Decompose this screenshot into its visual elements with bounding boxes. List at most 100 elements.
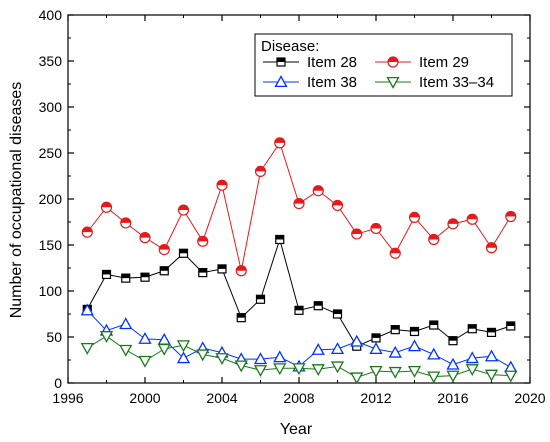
series-line-item-28 bbox=[86, 237, 511, 347]
data-point-item-33-34 bbox=[215, 353, 229, 365]
legend-marker bbox=[274, 75, 288, 88]
data-point-item-38 bbox=[369, 342, 383, 355]
data-point-item-33-34 bbox=[196, 349, 210, 362]
data-point-item-33-34 bbox=[330, 361, 345, 374]
data-point-item-33-34 bbox=[99, 331, 114, 343]
data-point-item-28 bbox=[159, 266, 169, 276]
data-point-item-38 bbox=[350, 334, 364, 347]
series-item-33-34 bbox=[80, 331, 518, 385]
legend-label: Item 28 bbox=[307, 54, 357, 71]
legend-entry-item-38: Item 38 bbox=[263, 74, 357, 91]
data-point-item-29 bbox=[428, 233, 440, 246]
data-point-item-29 bbox=[466, 213, 478, 225]
data-point-item-33-34 bbox=[407, 365, 422, 378]
data-point-item-33-34 bbox=[292, 363, 306, 376]
data-point-item-28 bbox=[486, 327, 497, 337]
data-point-item-28 bbox=[467, 324, 477, 334]
data-point-item-29 bbox=[447, 218, 459, 230]
data-point-item-33-34 bbox=[388, 366, 402, 379]
data-point-item-29 bbox=[293, 198, 305, 210]
data-point-item-29 bbox=[197, 235, 209, 247]
data-point-item-38 bbox=[484, 349, 499, 362]
data-point-item-38 bbox=[388, 345, 402, 358]
data-point-item-33-34 bbox=[138, 355, 152, 368]
legend-entry-item-28: Item 28 bbox=[263, 54, 357, 71]
legend-marker bbox=[387, 56, 399, 68]
data-point-item-28 bbox=[448, 336, 458, 346]
y-tick-label: 0 bbox=[54, 375, 62, 391]
data-point-item-29 bbox=[139, 232, 151, 244]
series-line-item-38 bbox=[86, 309, 511, 368]
legend-entry-item-29: Item 29 bbox=[375, 54, 469, 71]
series-item-29 bbox=[81, 137, 517, 277]
y-tick-label: 300 bbox=[39, 99, 63, 115]
data-point-item-28 bbox=[332, 309, 343, 319]
data-point-item-29 bbox=[312, 185, 324, 197]
y-tick-label: 400 bbox=[39, 7, 63, 23]
y-tick-label: 350 bbox=[39, 53, 63, 69]
data-point-item-29 bbox=[505, 210, 517, 223]
data-point-item-29 bbox=[120, 217, 132, 229]
data-point-item-33-34 bbox=[234, 360, 248, 373]
legend: Disease:Item 28 Item 29 Item 38 Item 33–34 bbox=[254, 33, 513, 97]
axes: 1996 2000 2004 2008 2012 2016 2020 0 50 100 150 200… bbox=[39, 7, 546, 406]
x-tick-label: 1996 bbox=[52, 390, 83, 406]
data-point-item-29 bbox=[254, 165, 267, 177]
data-point-item-38 bbox=[330, 342, 345, 355]
legend-marker bbox=[386, 76, 400, 89]
data-point-item-33-34 bbox=[176, 340, 191, 353]
data-point-item-28 bbox=[429, 320, 439, 330]
data-point-item-28 bbox=[140, 272, 150, 282]
legend-label: Item 33–34 bbox=[419, 74, 494, 91]
data-point-item-33-34 bbox=[369, 365, 383, 378]
data-point-item-28 bbox=[506, 321, 516, 331]
x-axis-title: Year bbox=[280, 421, 313, 438]
data-point-item-28 bbox=[198, 268, 208, 278]
data-point-item-28 bbox=[275, 234, 285, 245]
data-point-item-28 bbox=[371, 333, 381, 343]
data-point-item-33-34 bbox=[80, 342, 94, 355]
data-point-item-38 bbox=[273, 350, 287, 363]
y-tick-label: 150 bbox=[39, 237, 63, 253]
y-tick-label: 250 bbox=[39, 145, 63, 161]
data-point-item-28 bbox=[217, 264, 227, 274]
data-point-item-29 bbox=[158, 244, 170, 256]
data-point-item-29 bbox=[177, 204, 190, 216]
data-point-item-29 bbox=[235, 265, 247, 277]
x-tick-label: 2016 bbox=[437, 390, 468, 406]
data-point-item-29 bbox=[274, 137, 286, 149]
legend-label: Item 38 bbox=[307, 74, 357, 91]
data-point-item-38 bbox=[311, 343, 325, 355]
data-point-item-38 bbox=[253, 352, 268, 365]
data-point-item-29 bbox=[408, 211, 421, 223]
data-point-item-33-34 bbox=[253, 365, 268, 377]
data-point-item-38 bbox=[119, 317, 133, 330]
data-point-item-33-34 bbox=[465, 364, 479, 377]
legend-entry-item-33-34: Item 33–34 bbox=[375, 74, 494, 91]
legend-title: Disease: bbox=[261, 38, 319, 55]
data-point-item-38 bbox=[427, 347, 441, 360]
data-point-item-33-34 bbox=[119, 344, 133, 357]
data-point-item-33-34 bbox=[157, 343, 171, 356]
data-point-item-29 bbox=[485, 242, 498, 254]
data-point-item-28 bbox=[409, 326, 420, 337]
series-layer bbox=[80, 137, 518, 385]
data-point-item-38 bbox=[176, 351, 191, 364]
y-tick-label: 200 bbox=[39, 191, 63, 207]
data-point-item-33-34 bbox=[484, 369, 499, 382]
x-tick-label: 2012 bbox=[360, 390, 391, 406]
data-point-item-29 bbox=[81, 226, 93, 238]
data-point-item-28 bbox=[236, 313, 246, 323]
x-tick-label: 2020 bbox=[514, 390, 545, 406]
legend-box bbox=[254, 33, 513, 97]
data-point-item-38 bbox=[80, 303, 94, 316]
data-point-item-29 bbox=[331, 199, 344, 212]
data-point-item-29 bbox=[100, 201, 113, 213]
data-point-item-33-34 bbox=[273, 363, 287, 376]
data-point-item-28 bbox=[101, 269, 112, 280]
data-point-item-28 bbox=[178, 248, 189, 258]
x-tick-label: 2004 bbox=[206, 390, 237, 406]
y-tick-label: 50 bbox=[46, 329, 62, 345]
y-axis-title: Number of occupational diseases bbox=[8, 82, 25, 319]
